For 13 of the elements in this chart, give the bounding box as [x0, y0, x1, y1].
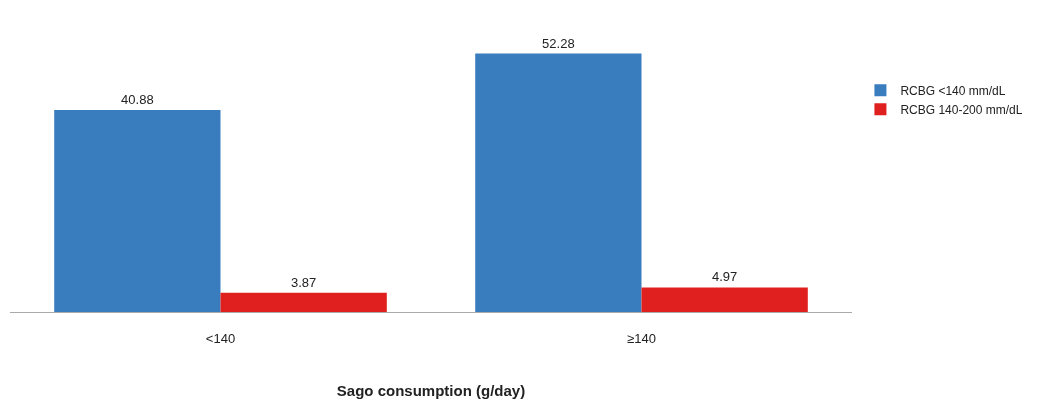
legend-label: RCBG 140-200 mm/dL — [900, 103, 1023, 118]
data-label: 4.97 — [711, 269, 738, 285]
bar — [641, 287, 808, 312]
x-tick-label: <140 — [205, 330, 236, 346]
data-label: 52.28 — [542, 35, 575, 51]
x-tick-label: ≥140 — [627, 330, 656, 346]
bar — [54, 109, 221, 312]
data-label: 40.88 — [121, 91, 154, 107]
bar — [220, 292, 387, 312]
data-label: 3.87 — [290, 274, 317, 290]
legend-label: RCBG <140 mm/dL — [900, 84, 1006, 99]
bar — [475, 53, 642, 312]
x-axis-title: Sago consumption (g/day) — [336, 381, 526, 399]
